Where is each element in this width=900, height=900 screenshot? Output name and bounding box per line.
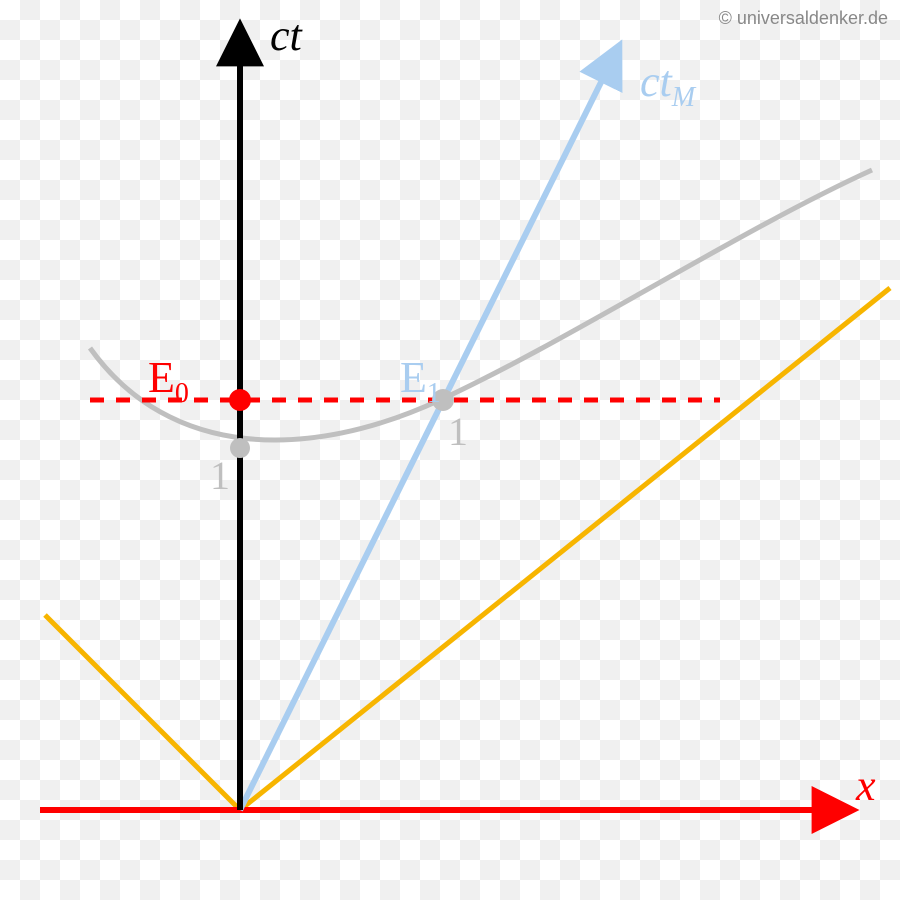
event-E0-label: E0 (148, 352, 189, 410)
ctM-unit-label: 1 (448, 408, 468, 455)
x-axis-label: x (856, 760, 876, 811)
ctM-axis-label: ctM (640, 56, 695, 114)
light-cone-right (240, 288, 890, 810)
ct-unit-tick (230, 438, 250, 458)
ct-axis-label: ct (270, 10, 302, 61)
ct-unit-label: 1 (210, 452, 230, 499)
event-E0-dot (229, 389, 251, 411)
light-cone-left (45, 615, 240, 810)
event-E1-label: E1 (400, 352, 441, 410)
ctM-axis (240, 48, 618, 810)
